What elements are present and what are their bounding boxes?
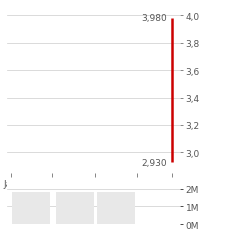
Text: 2,930: 2,930	[141, 158, 167, 167]
Bar	[12, 192, 50, 224]
Bar	[97, 192, 135, 224]
Text: 3,980: 3,980	[141, 14, 167, 23]
Bar	[56, 192, 94, 224]
